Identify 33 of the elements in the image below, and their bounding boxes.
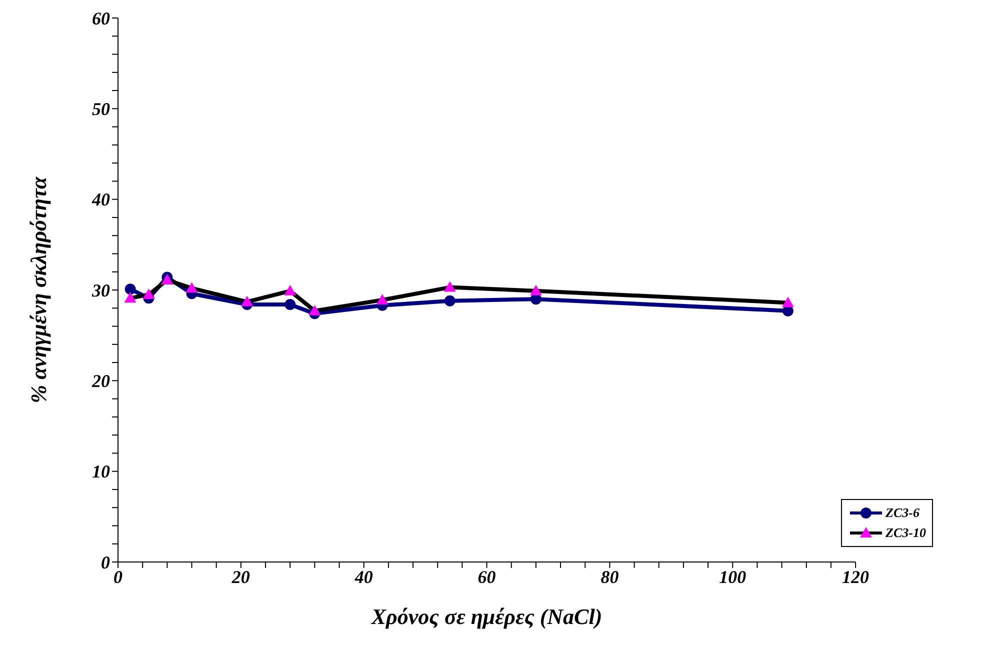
y-tick-label: 60	[92, 8, 110, 28]
point	[124, 284, 136, 295]
point	[444, 295, 456, 306]
legend-label: ZC3-6	[886, 504, 920, 522]
point	[284, 299, 296, 310]
point	[142, 288, 155, 300]
x-tick-label: 120	[842, 566, 870, 587]
x-tick-label: 40	[354, 566, 373, 587]
point	[444, 281, 456, 292]
x-tick-label: 20	[230, 566, 250, 587]
point	[186, 282, 198, 293]
point	[376, 294, 388, 304]
point	[530, 294, 542, 305]
point	[284, 284, 296, 296]
y-tick-label: 10	[92, 462, 110, 482]
point	[161, 274, 174, 285]
point	[530, 284, 542, 296]
point	[241, 296, 254, 306]
y-tick-label: 50	[92, 99, 110, 120]
point	[124, 292, 136, 303]
y-axis-title: % ανηγμένη σκληρότητα	[26, 176, 51, 404]
x-tick-label: 80	[600, 566, 619, 587]
y-tick-label: 40	[91, 190, 110, 210]
x-axis-title: Χρόνος σε ημέρες (NaCl)	[370, 604, 602, 629]
y-tick-label: 30	[91, 280, 110, 300]
point	[308, 304, 321, 316]
x-tick-label: 60	[478, 566, 496, 587]
x-tick-label: 100	[719, 566, 746, 587]
y-tick-label: 0	[101, 552, 110, 572]
x-tick-label: 0	[114, 566, 122, 587]
point	[782, 296, 794, 308]
y-tick-label: 20	[91, 371, 110, 392]
legend-label: ZC3-10	[886, 524, 926, 542]
